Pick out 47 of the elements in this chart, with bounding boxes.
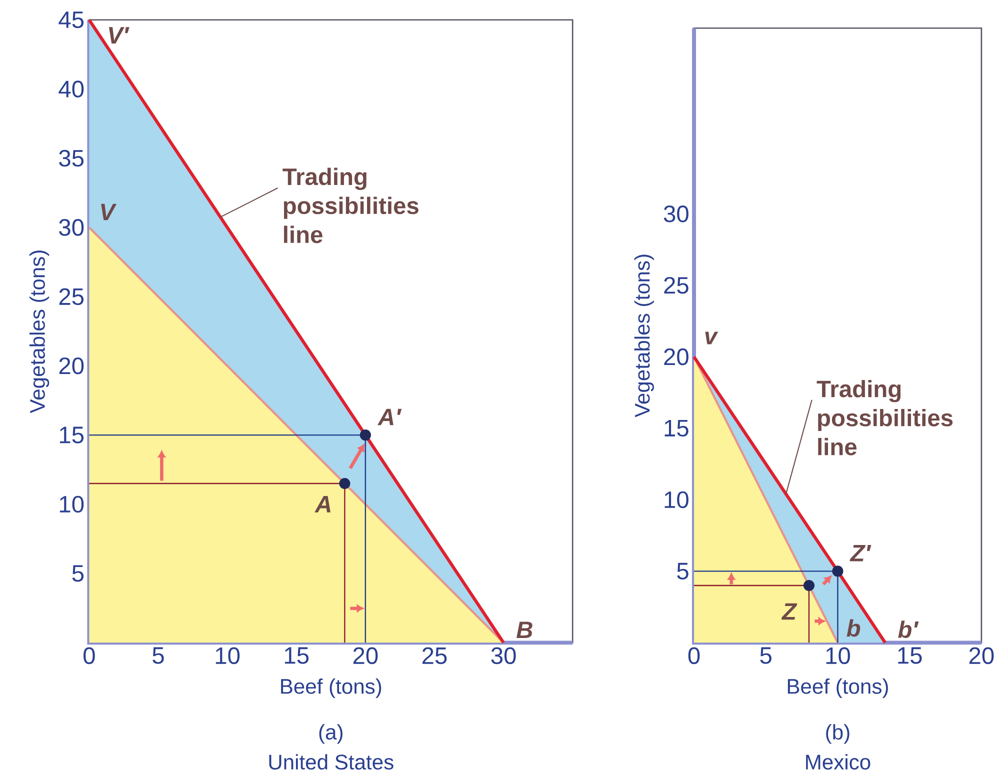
annotation: B [516,622,532,638]
y-tick-label: 40 [58,80,84,98]
y-tick-label: 30 [59,219,84,236]
x-tick-label: 15 [284,647,309,664]
x-tick-label: 5 [152,647,164,664]
annotation: V [101,204,117,220]
y-tick-label: 5 [72,565,84,582]
text: United States [269,754,394,770]
y-tick-label: 25 [664,276,688,294]
text: (b) [826,724,850,744]
y-tick-label: 15 [60,426,84,444]
annotation: b [846,619,860,637]
x-tick-label: 20 [969,647,994,664]
y-axis-title: Vegetables (tons) [29,250,50,414]
x-tick-label: 15 [898,647,922,664]
annotation: A′ [377,408,402,426]
x-axis-title: Beef (tons) [281,678,382,698]
y-tick-label: 35 [59,150,84,167]
annotation: Trading possibilities line [816,380,953,456]
x-tick-label: 30 [491,647,516,664]
y-tick-label: 25 [59,288,84,306]
annotation: Z [781,603,798,620]
annotation: v [705,332,718,344]
x-tick-label: 25 [422,647,447,664]
y-axis-title: Vegetables (tons) [634,254,654,418]
annotation: V′ [108,27,130,44]
y-tick-label: 10 [664,491,688,508]
text: Mexico [806,754,870,770]
text: (a) [319,724,342,744]
y-tick-label: 20 [59,357,84,374]
y-tick-label: 30 [664,205,688,222]
annotation: A [314,496,330,512]
y-tick-label: 45 [58,12,84,28]
annotation: b′ [898,620,919,638]
x-axis-title: Beef (tons) [788,678,888,698]
y-tick-label: 10 [60,496,84,513]
y-tick-label: 20 [664,348,688,366]
x-tick-label: 0 [84,647,95,664]
x-tick-label: 20 [353,647,378,664]
x-tick-label: 10 [216,647,240,664]
x-tick-label: 5 [760,647,772,664]
annotation: Z′ [850,544,872,562]
y-tick-label: 15 [664,420,688,437]
x-tick-label: 0 [688,647,700,664]
annotation: Trading possibilities line [282,168,418,244]
x-tick-label: 10 [826,647,850,664]
y-tick-label: 5 [677,562,688,580]
